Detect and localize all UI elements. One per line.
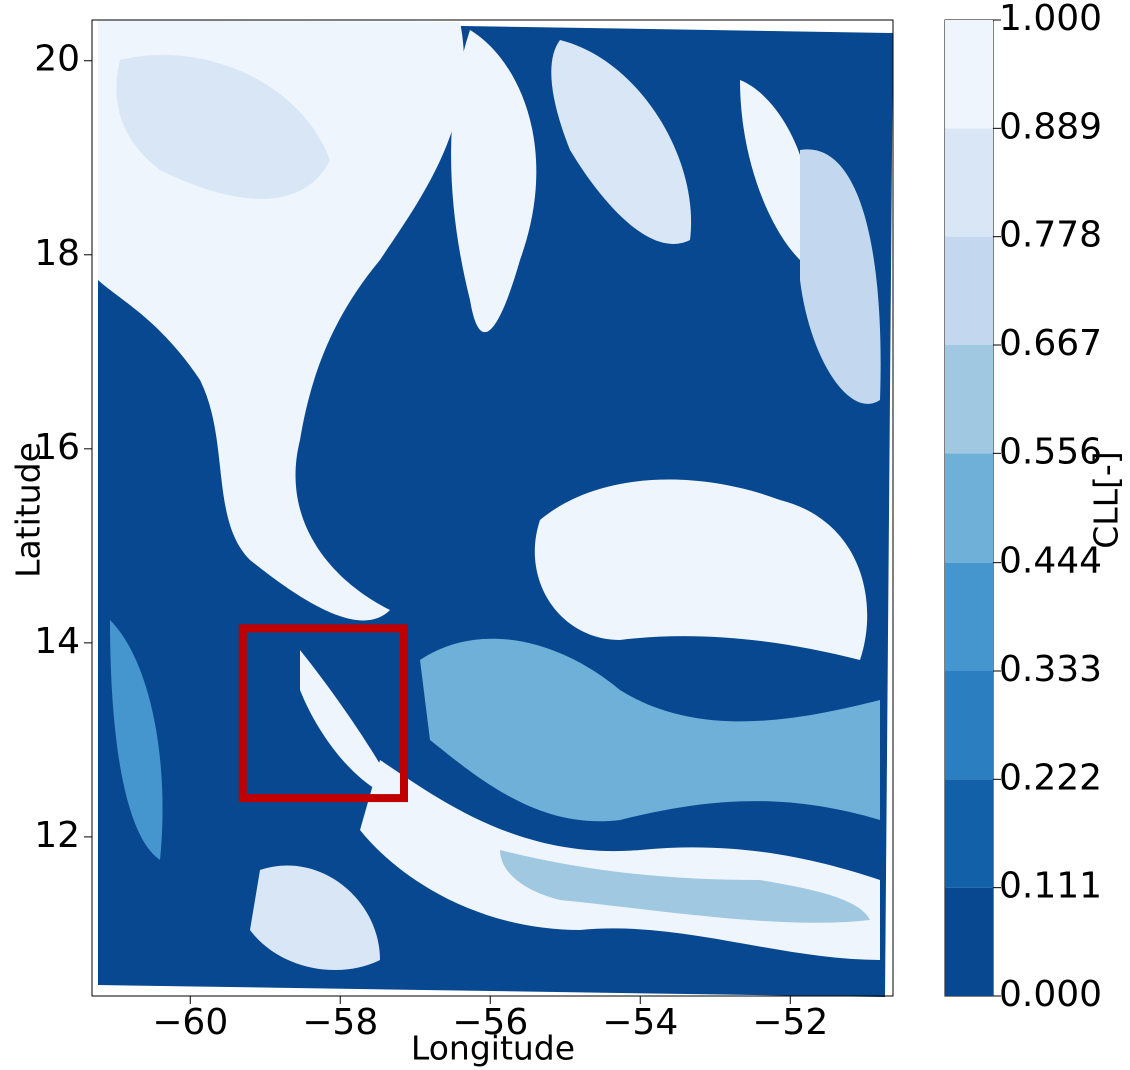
colorbar-band [945, 345, 993, 454]
colorbar-tick-label: 0.333 [999, 649, 1102, 690]
y-tick-label: 20 [34, 39, 80, 80]
cloud-field [98, 20, 893, 997]
colorbar-band [945, 236, 993, 346]
y-tick-label: 18 [34, 233, 80, 274]
colorbar-band [945, 20, 993, 129]
colorbar-band [945, 779, 993, 888]
colorbar-band [945, 453, 993, 563]
colorbar-tick-label: 0.778 [999, 215, 1102, 256]
x-tick-label: −58 [302, 1002, 378, 1043]
x-tick-label: −60 [152, 1002, 228, 1043]
colorbar-band [945, 887, 993, 996]
colorbar-band [945, 562, 993, 671]
y-tick-label: 16 [34, 427, 80, 468]
colorbar-tick-label: 0.556 [999, 431, 1102, 472]
y-tick-label: 14 [34, 621, 80, 662]
colorbar-label: CLL[-] [1087, 451, 1126, 548]
colorbar-band [945, 670, 993, 780]
colorbar-tick-label: 0.889 [999, 106, 1102, 147]
y-axis-label: Latitude [9, 442, 48, 578]
colorbar-tick-label: 1.000 [999, 0, 1102, 39]
x-axis-label: Longitude [411, 1029, 575, 1068]
colorbar-tick-label: 0.444 [999, 541, 1102, 582]
colorbar-band [945, 128, 993, 237]
colorbar-tick-label: 0.000 [999, 974, 1102, 1015]
colorbar-tick-label: 0.111 [999, 866, 1102, 907]
colorbar-tick-label: 0.667 [999, 323, 1102, 364]
colorbar-tick-label: 0.222 [999, 757, 1102, 798]
x-tick-label: −52 [752, 1002, 828, 1043]
y-tick-label: 12 [34, 815, 80, 856]
region-box [238, 624, 408, 803]
x-tick-label: −54 [602, 1002, 678, 1043]
x-tick-label: −56 [452, 1002, 528, 1043]
plot-frame [91, 19, 894, 997]
